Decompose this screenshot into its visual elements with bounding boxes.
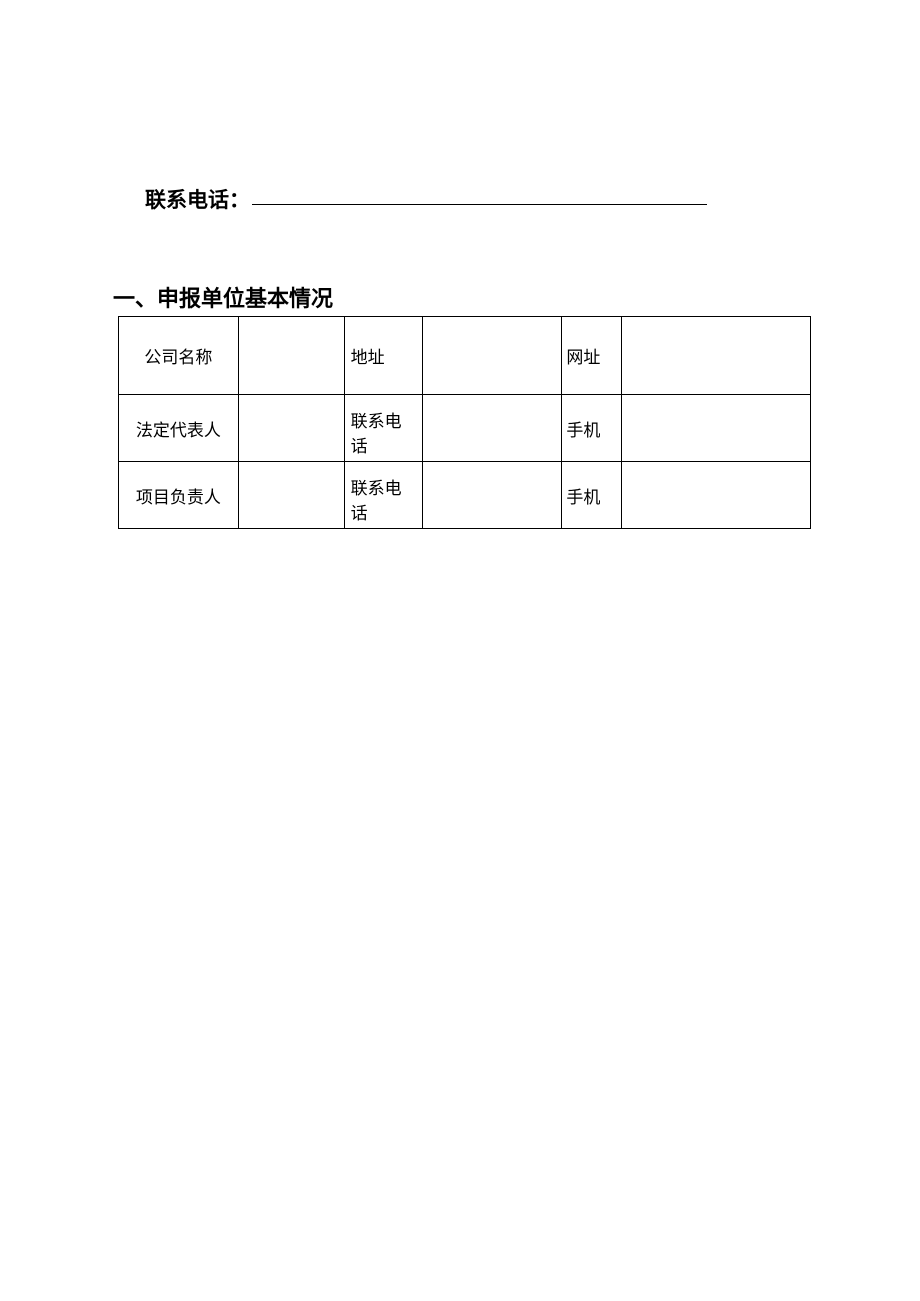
cell-company-name-label: 公司名称: [119, 317, 239, 395]
cell-contact-phone2-value: [422, 462, 562, 529]
cell-legal-rep-value: [238, 395, 344, 462]
cell-project-lead-label: 项目负责人: [119, 462, 239, 529]
cell-address-value: [422, 317, 562, 395]
cell-legal-rep-label: 法定代表人: [119, 395, 239, 462]
cell-mobile-value: [622, 395, 811, 462]
cell-project-lead-value: [238, 462, 344, 529]
cell-contact-phone-label: 联系电话: [344, 395, 422, 462]
section-title: 一、申报单位基本情况: [113, 281, 333, 313]
cell-contact-phone-value: [422, 395, 562, 462]
table-row: 项目负责人 联系电话 手机: [119, 462, 811, 529]
cell-mobile2-label: 手机: [562, 462, 622, 529]
contact-phone-line: 联系电话：: [145, 184, 707, 214]
cell-mobile2-value: [622, 462, 811, 529]
table-row: 法定代表人 联系电话 手机: [119, 395, 811, 462]
unit-info-table-container: 公司名称 地址 网址 法定代表人 联系电话 手机 项目负责人 联系电话 手机: [118, 316, 811, 529]
contact-phone-label: 联系电话：: [145, 184, 250, 214]
table-row: 公司名称 地址 网址: [119, 317, 811, 395]
contact-phone-underline: [252, 204, 707, 205]
cell-mobile-label: 手机: [562, 395, 622, 462]
cell-website-label: 网址: [562, 317, 622, 395]
unit-info-table: 公司名称 地址 网址 法定代表人 联系电话 手机 项目负责人 联系电话 手机: [118, 316, 811, 529]
cell-company-name-value: [238, 317, 344, 395]
cell-address-label: 地址: [344, 317, 422, 395]
cell-website-value: [622, 317, 811, 395]
cell-contact-phone2-label: 联系电话: [344, 462, 422, 529]
